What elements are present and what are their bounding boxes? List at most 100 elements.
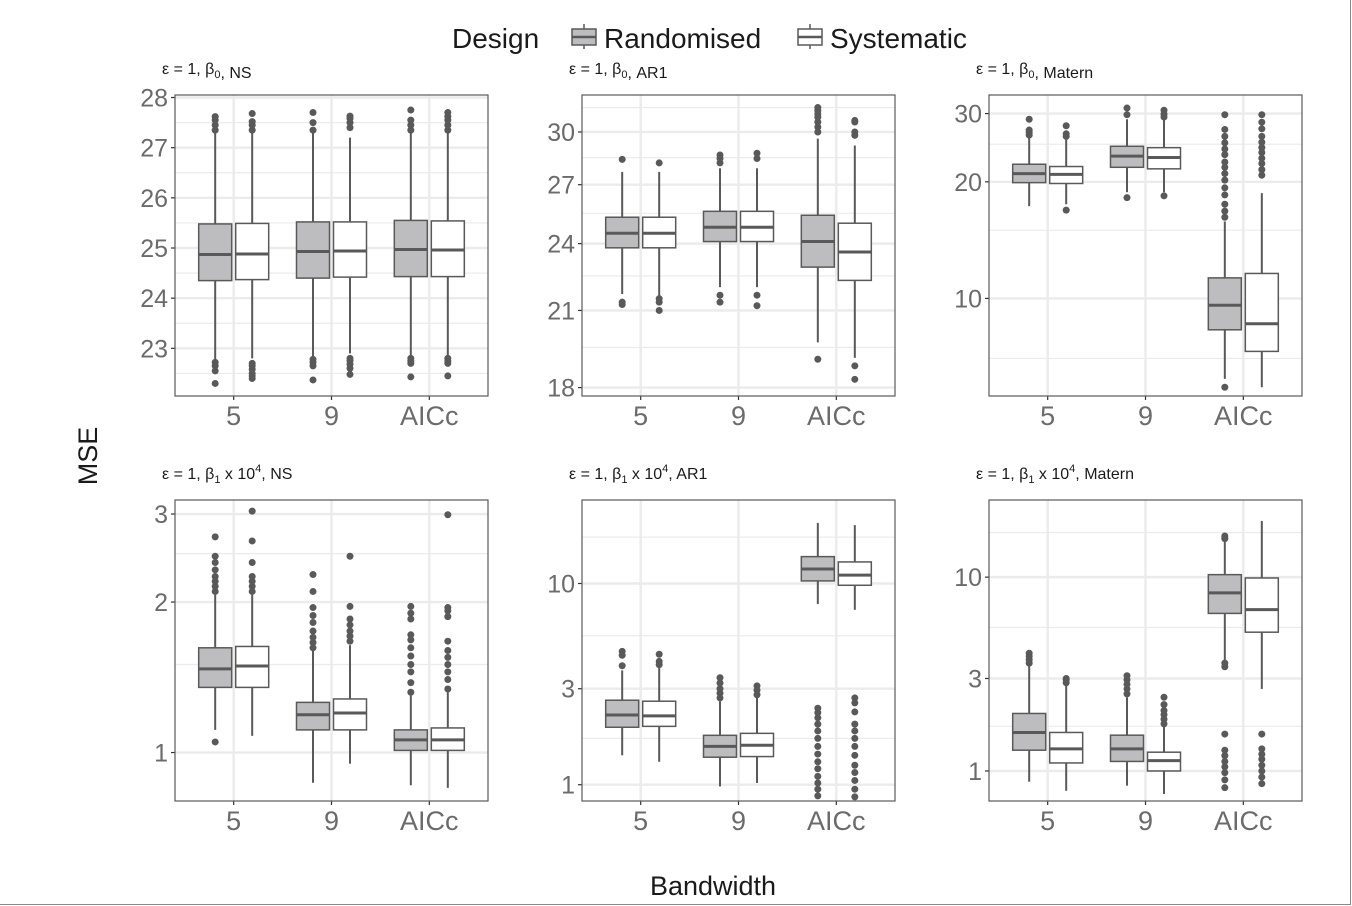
iqr-box	[641, 700, 677, 728]
outlier-point	[1221, 158, 1229, 166]
outlier-point	[1025, 115, 1033, 123]
outlier-point	[248, 126, 256, 134]
outlier-point	[346, 602, 354, 610]
box-randomised-5	[604, 155, 640, 309]
y-axis-title: MSE	[73, 427, 103, 486]
x-tick-label: 5	[226, 806, 241, 836]
outlier-point	[851, 734, 859, 742]
outlier-point	[851, 769, 859, 777]
x-tick-label: AICc	[1214, 806, 1273, 836]
y-tick-label: 3	[154, 501, 168, 529]
box-randomised-aicc	[1207, 532, 1243, 792]
outlier-point	[716, 291, 724, 299]
y-tick-label: 1	[561, 772, 575, 800]
box-systematic-5	[234, 110, 270, 382]
panel: ε = 1, β1 x 104, AR1 1 3 10 5 9 AICc	[547, 463, 896, 836]
outlier-point	[814, 104, 822, 112]
outlier-point	[1221, 757, 1229, 765]
outlier-point	[346, 124, 354, 132]
outlier-point	[1062, 206, 1070, 214]
outlier-point	[248, 577, 256, 585]
x-axis-title: Bandwidth	[650, 871, 776, 901]
outlier-point	[1221, 200, 1229, 208]
outlier-point	[248, 110, 256, 118]
box-randomised-9	[1109, 672, 1145, 786]
outlier-point	[211, 126, 219, 134]
box-systematic-5	[1048, 674, 1084, 791]
outlier-point	[248, 359, 256, 367]
box-systematic-9	[739, 149, 775, 310]
y-tick-label: 1	[154, 740, 168, 768]
outlier-point	[1123, 690, 1131, 698]
outlier-point	[407, 652, 415, 660]
legend-label-systematic: Systematic	[830, 23, 967, 54]
outlier-point	[211, 558, 219, 566]
outlier-point	[1258, 166, 1266, 174]
outlier-point	[851, 742, 859, 750]
outlier-point	[851, 720, 859, 728]
outlier-point	[1221, 176, 1229, 184]
outlier-point	[851, 116, 859, 124]
outlier-point	[1258, 154, 1266, 162]
panel: ε = 1, β1 x 104, NS 1 2 3 5 9 AICc	[154, 463, 489, 836]
outlier-point	[1221, 151, 1229, 159]
y-tick-label: 30	[547, 119, 575, 147]
panel-border	[988, 499, 1303, 802]
outlier-point	[1258, 761, 1266, 769]
x-tick-label: 9	[1138, 806, 1153, 836]
outlier-point	[346, 632, 354, 640]
y-tick-label: 2	[154, 589, 168, 617]
outlier-point	[814, 734, 822, 742]
outlier-point	[346, 621, 354, 629]
outlier-point	[655, 650, 663, 658]
x-tick-label: 5	[1040, 806, 1055, 836]
outlier-point	[248, 582, 256, 590]
outlier-point	[444, 685, 452, 693]
outlier-point	[309, 619, 317, 627]
outlier-point	[753, 682, 761, 690]
x-tick-label: 5	[633, 401, 648, 431]
y-tick-label: 1	[968, 758, 982, 786]
outlier-point	[851, 793, 859, 801]
outlier-point	[1221, 730, 1229, 738]
outlier-point	[407, 602, 415, 610]
box-systematic-aicc	[837, 525, 873, 801]
x-tick-label: 9	[1138, 401, 1153, 431]
box-systematic-aicc	[430, 511, 466, 788]
outlier-point	[407, 679, 415, 687]
outlier-point	[851, 785, 859, 793]
outlier-point	[444, 121, 452, 129]
outlier-point	[1221, 776, 1229, 784]
outlier-point	[444, 354, 452, 362]
outlier-point	[211, 121, 219, 129]
outlier-point	[309, 604, 317, 612]
outlier-point	[851, 776, 859, 784]
outlier-point	[1221, 763, 1229, 771]
outlier-point	[309, 627, 317, 635]
box-systematic-aicc	[1244, 111, 1280, 388]
outlier-point	[1062, 122, 1070, 130]
outlier-point	[655, 295, 663, 303]
outlier-point	[1221, 111, 1229, 119]
outlier-point	[1123, 672, 1131, 680]
outlier-point	[407, 661, 415, 669]
box-systematic-9	[1146, 106, 1182, 200]
outlier-point	[407, 121, 415, 129]
y-tick-label: 3	[561, 676, 575, 704]
outlier-point	[309, 109, 317, 117]
legend-key-systematic	[797, 24, 823, 49]
outlier-point	[444, 109, 452, 117]
outlier-point	[1160, 192, 1168, 200]
outlier-point	[407, 631, 415, 639]
outlier-point	[1123, 194, 1131, 202]
outlier-point	[1221, 769, 1229, 777]
outlier-point	[248, 507, 256, 515]
outlier-point	[248, 118, 256, 126]
iqr-box	[837, 561, 873, 587]
panel: ε = 1, β0, AR1 18 21 24 27 30 5 9 AICc	[547, 61, 896, 431]
box-systematic-aicc	[430, 109, 466, 380]
outlier-point	[1221, 784, 1229, 792]
outlier-point	[1160, 693, 1168, 701]
outlier-point	[814, 785, 822, 793]
